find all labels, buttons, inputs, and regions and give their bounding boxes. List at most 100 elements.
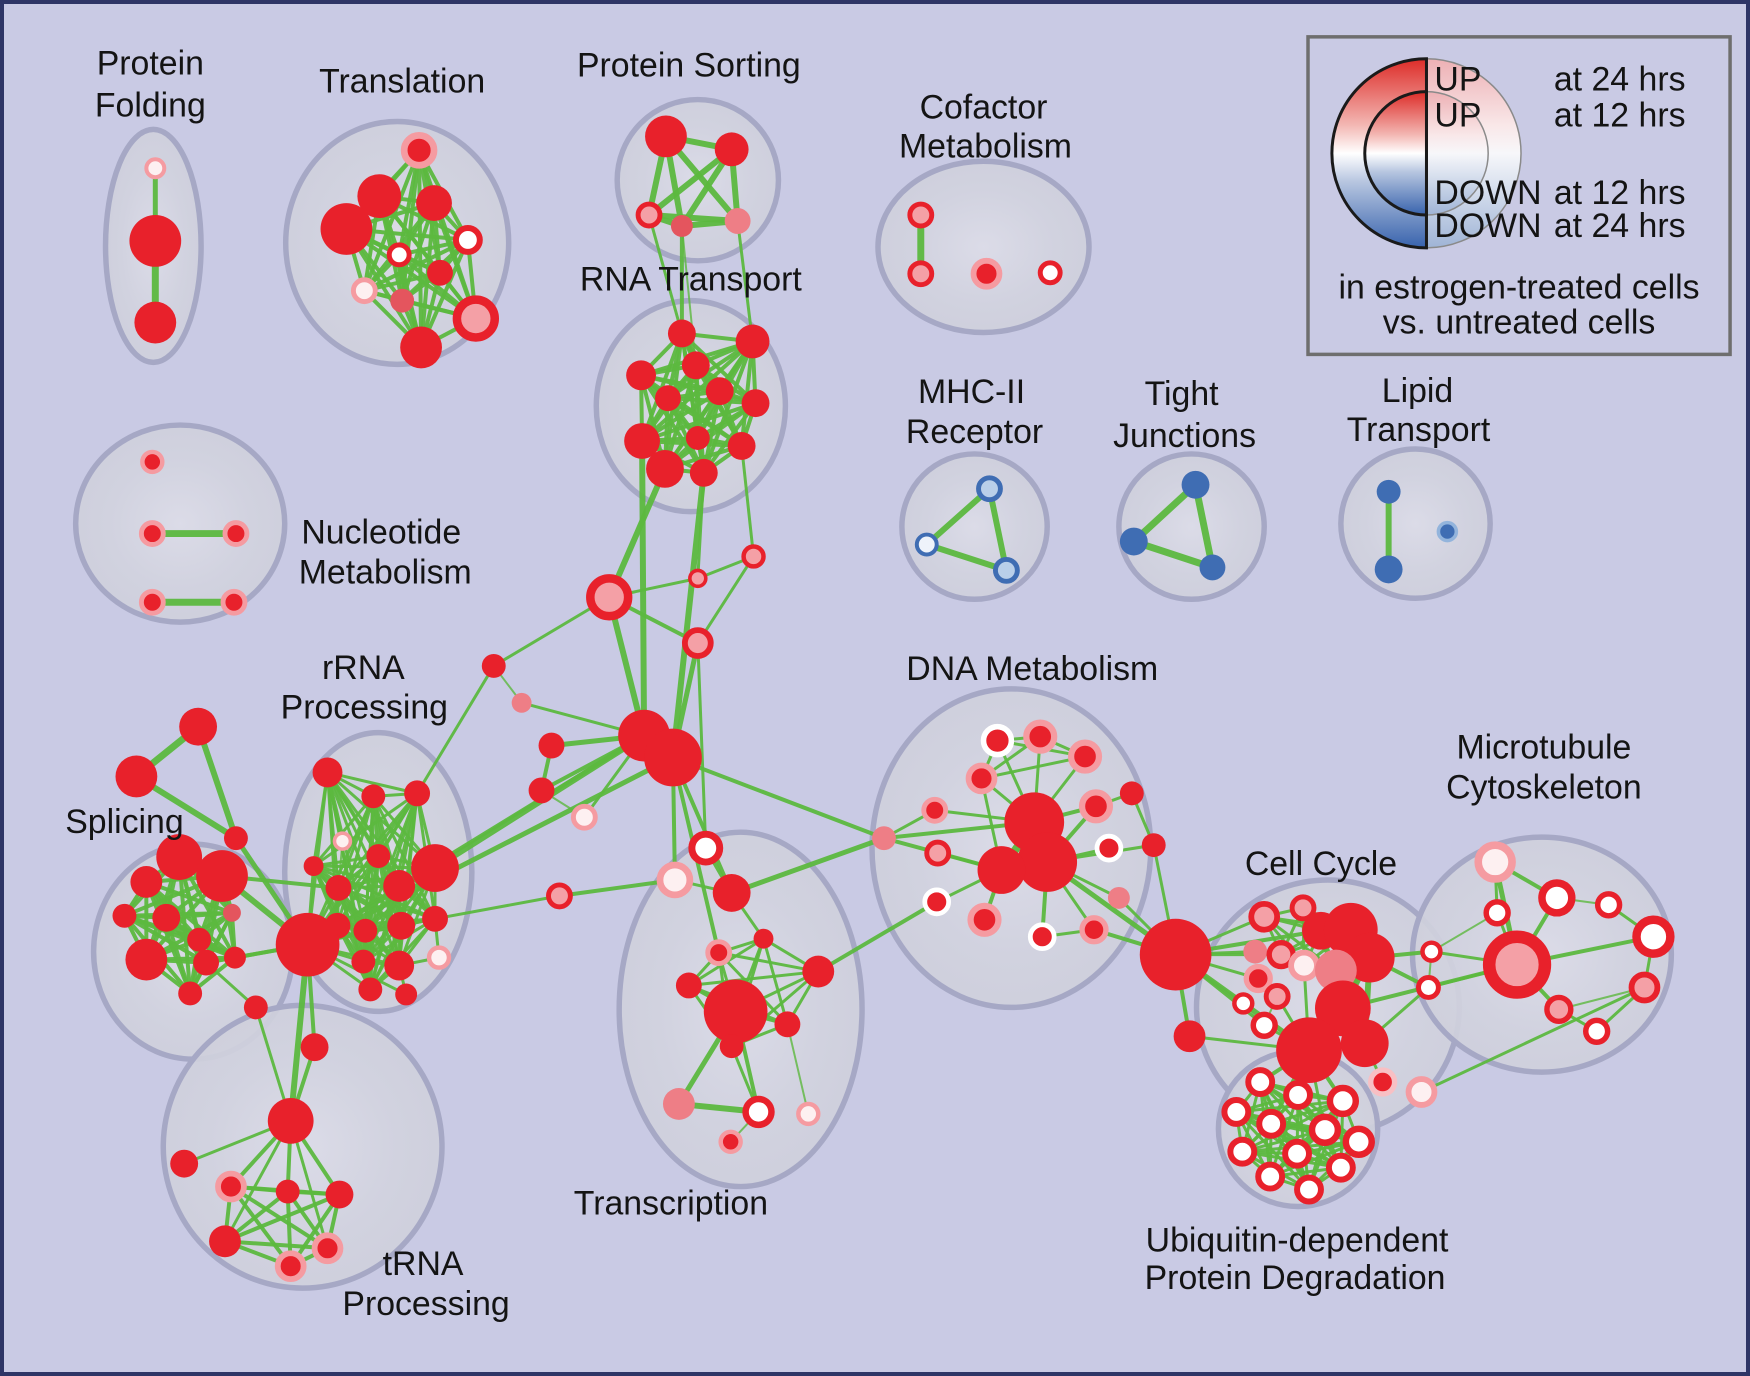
edge-bcl1-tx2 (557, 877, 677, 898)
edge-rt7-rt8 (640, 401, 758, 443)
node-ub11 (1255, 1161, 1286, 1192)
cluster-label-transcription-line1: Transcription (574, 1184, 768, 1222)
edge-rr3-rr6 (312, 791, 419, 868)
cluster-label-protein-folding-line2: Folding (95, 87, 206, 125)
cluster-ellipse-mhc-ii-receptor (899, 451, 1050, 603)
node-ub5 (1256, 1108, 1287, 1139)
node-tnh (267, 1097, 314, 1144)
node-tn1 (215, 1170, 247, 1203)
node-rr7 (325, 874, 352, 901)
node-tr1 (400, 132, 438, 169)
node-bc3 (528, 777, 555, 804)
node-sp4 (156, 834, 203, 880)
node-cf2 (907, 260, 935, 288)
node-ps3 (635, 201, 663, 229)
node-rt3 (626, 360, 657, 391)
node-mh3 (992, 556, 1020, 584)
edge-ub4-ub12 (1234, 1110, 1311, 1192)
node-rr12 (387, 911, 416, 940)
node-tx12 (742, 1095, 775, 1129)
node-cc12 (1263, 983, 1291, 1010)
node-mt8 (1632, 915, 1675, 958)
node-cc14 (1250, 1011, 1278, 1039)
node-cc6 (1344, 932, 1395, 983)
cluster-label-tight-junctions-line1: Tight (1145, 375, 1220, 413)
edge-tr4-tr10 (344, 226, 478, 321)
edge-rr13-rr15 (361, 917, 437, 964)
cluster-label-nucleotide-metabolism-line1: Nucleotide (301, 514, 461, 552)
edge-tx5-tx7 (717, 951, 820, 974)
cluster-ellipse-protein-sorting (614, 96, 782, 264)
node-rt4 (681, 351, 710, 380)
cluster-label-rna-transport-line1: RNA Transport (580, 261, 802, 299)
cluster-label-microtubule-cytoskeleton-line1: Microtubule (1456, 729, 1631, 767)
node-sp6 (130, 866, 163, 898)
node-mt6 (1482, 930, 1552, 999)
edge-ps2-ps3 (646, 146, 735, 219)
node-nm1 (140, 449, 165, 475)
node-tn6 (274, 1250, 307, 1283)
cluster-label-splicing-line1: Splicing (65, 803, 183, 841)
edge-sp7-sp12 (122, 913, 209, 965)
cluster-label-cofactor-metabolism-line2: Metabolism (899, 127, 1072, 165)
node-tx11 (662, 1088, 695, 1120)
node-dm12 (1094, 833, 1124, 863)
node-dm6 (924, 839, 952, 867)
cluster-label-dna-metabolism-line1: DNA Metabolism (906, 650, 1158, 688)
cluster-label-cofactor-metabolism-line1: Cofactor (920, 89, 1048, 127)
node-rt9 (685, 426, 710, 450)
node-tr10 (452, 295, 500, 342)
node-ub9 (1282, 1138, 1312, 1169)
node-mh1 (976, 475, 1003, 503)
cluster-label-rrna-processing-line1: rRNA (322, 649, 405, 687)
node-tn3 (325, 1180, 354, 1209)
node-rr3 (404, 780, 431, 807)
node-dm7 (1078, 789, 1114, 824)
node-dm18 (1141, 833, 1166, 858)
node-rr19 (395, 983, 418, 1006)
node-nm5 (220, 588, 248, 616)
node-tx4 (753, 928, 774, 949)
node-ps4 (670, 215, 693, 237)
edge-tx6-tx7 (687, 970, 820, 987)
node-tr5 (452, 224, 483, 255)
legend-time-2: at 12 hrs (1554, 96, 1686, 134)
node-sp13 (223, 946, 246, 969)
node-cc9 (1288, 949, 1320, 982)
node-cf4 (1037, 260, 1063, 286)
node-rt10 (727, 432, 756, 460)
node-mt5 (1416, 975, 1441, 1000)
edge-rr2-rr6 (312, 794, 375, 868)
node-bcp1 (681, 627, 714, 659)
node-rr6 (303, 856, 324, 876)
edge-tj1-tj3 (1192, 481, 1216, 571)
cluster-label-nucleotide-metabolism-line2: Metabolism (299, 553, 472, 591)
node-tr2 (357, 174, 402, 219)
legend-direction-2: UP (1434, 96, 1481, 134)
legend-time-1: at 24 hrs (1554, 61, 1686, 99)
node-ub1 (1245, 1067, 1276, 1097)
edge-rt3-rt12 (639, 373, 706, 475)
node-rr2 (361, 784, 386, 809)
node-cc7 (1243, 939, 1268, 964)
legend-direction-1: UP (1434, 61, 1481, 99)
node-sp9 (222, 903, 241, 922)
node-rt8 (624, 423, 660, 459)
node-rr1 (312, 757, 343, 788)
edge-mh1-mh3 (986, 485, 1010, 574)
node-rr15 (351, 949, 376, 974)
node-nm2 (138, 520, 166, 547)
node-tr3 (416, 185, 452, 222)
node-tn2 (275, 1179, 300, 1204)
node-mt10 (1582, 1017, 1611, 1045)
cluster-label-ubiquitin-degradation-line2: Protein Degradation (1145, 1259, 1446, 1297)
cluster-label-lipid-transport-line2: Transport (1347, 411, 1491, 449)
legend: UP at 24 hrs UP at 12 hrs DOWN at 12 hrs DOWN a… (1306, 35, 1732, 357)
node-dm10 (1017, 832, 1078, 892)
legend-half-inner-strong (1363, 90, 1428, 217)
node-sp10 (187, 927, 212, 952)
node-bcr2 (688, 568, 708, 589)
node-cch (1139, 918, 1212, 991)
edge-tx3-dmb (729, 835, 887, 896)
